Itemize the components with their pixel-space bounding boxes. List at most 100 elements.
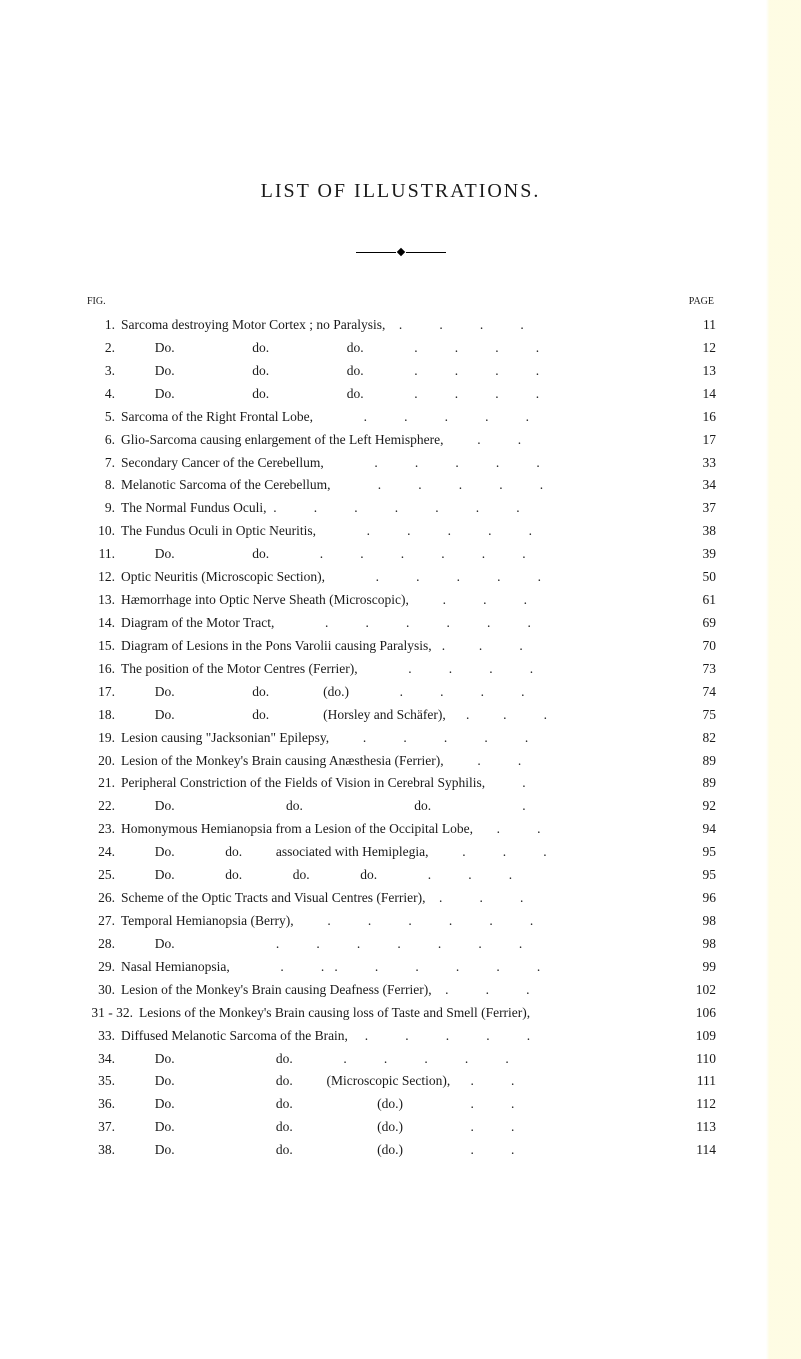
- page-number: 110: [676, 1049, 716, 1070]
- figure-description: Do. do. . . . . .: [115, 1049, 676, 1070]
- figure-number: 7.: [85, 453, 115, 474]
- page-number: 50: [676, 567, 716, 588]
- page-number: 73: [676, 659, 716, 680]
- figure-description: Do. do. do. .: [115, 796, 676, 817]
- list-item: 1.Sarcoma destroying Motor Cortex ; no P…: [85, 315, 716, 336]
- list-item: 14.Diagram of the Motor Tract, . . . . .…: [85, 613, 716, 634]
- figure-number: 22.: [85, 796, 115, 817]
- page-number: 99: [676, 957, 716, 978]
- figure-description: Do. do. do. do. . . .: [115, 865, 676, 886]
- figure-number: 2.: [85, 338, 115, 359]
- list-item: 10.The Fundus Oculi in Optic Neuritis, .…: [85, 521, 716, 542]
- list-item: 18. Do. do. (Horsley and Schäfer), . . .…: [85, 705, 716, 726]
- figure-number: 20.: [85, 751, 115, 772]
- figure-number: 16.: [85, 659, 115, 680]
- page-number: 34: [676, 475, 716, 496]
- figure-description: Do. . . . . . . .: [115, 934, 676, 955]
- figure-description: Scheme of the Optic Tracts and Visual Ce…: [115, 888, 676, 909]
- figure-description: Do. do. . . . . . .: [115, 544, 676, 565]
- figure-number: 21.: [85, 773, 115, 794]
- figure-number: 18.: [85, 705, 115, 726]
- figure-number: 31 - 32.: [85, 1003, 133, 1024]
- figure-description: Do. do. (do.) . .: [115, 1117, 676, 1138]
- title-divider: [85, 243, 716, 261]
- list-item: 13.Hæmorrhage into Optic Nerve Sheath (M…: [85, 590, 716, 611]
- figure-description: Melanotic Sarcoma of the Cerebellum, . .…: [115, 475, 676, 496]
- figure-number: 36.: [85, 1094, 115, 1115]
- figure-description: Nasal Hemianopsia, . . . . . . . .: [115, 957, 676, 978]
- figure-description: Lesion of the Monkey's Brain causing Anæ…: [115, 751, 676, 772]
- list-item: 22. Do. do. do. .92: [85, 796, 716, 817]
- figure-number: 35.: [85, 1071, 115, 1092]
- page-number: 37: [676, 498, 716, 519]
- figure-description: Do. do. (Horsley and Schäfer), . . .: [115, 705, 676, 726]
- figure-description: The position of the Motor Centres (Ferri…: [115, 659, 676, 680]
- list-item: 37. Do. do. (do.) . .113: [85, 1117, 716, 1138]
- figure-number: 34.: [85, 1049, 115, 1070]
- page-number: 106: [676, 1003, 716, 1024]
- list-item: 7.Secondary Cancer of the Cerebellum, . …: [85, 453, 716, 474]
- figure-description: Lesion causing "Jacksonian" Epilepsy, . …: [115, 728, 676, 749]
- figure-number: 29.: [85, 957, 115, 978]
- page-title: LIST OF ILLUSTRATIONS.: [85, 180, 716, 203]
- figure-description: Diagram of Lesions in the Pons Varolii c…: [115, 636, 676, 657]
- list-item: 26.Scheme of the Optic Tracts and Visual…: [85, 888, 716, 909]
- figure-number: 27.: [85, 911, 115, 932]
- figure-description: Do. do. (do.) . . . .: [115, 682, 676, 703]
- page-number: 114: [676, 1140, 716, 1161]
- figure-number: 24.: [85, 842, 115, 863]
- figure-description: Do. do. (do.) . .: [115, 1140, 676, 1161]
- figure-number: 25.: [85, 865, 115, 886]
- list-item: 30.Lesion of the Monkey's Brain causing …: [85, 980, 716, 1001]
- page-number: 61: [676, 590, 716, 611]
- figure-number: 33.: [85, 1026, 115, 1047]
- list-item: 12.Optic Neuritis (Microscopic Section),…: [85, 567, 716, 588]
- list-item: 15.Diagram of Lesions in the Pons Varoli…: [85, 636, 716, 657]
- figure-description: Do. do. do. . . . .: [115, 361, 676, 382]
- list-item: 17. Do. do. (do.) . . . .74: [85, 682, 716, 703]
- header-fig: FIG.: [87, 296, 106, 307]
- figure-number: 38.: [85, 1140, 115, 1161]
- figure-description: Sarcoma of the Right Frontal Lobe, . . .…: [115, 407, 676, 428]
- page-number: 89: [676, 751, 716, 772]
- figure-description: The Fundus Oculi in Optic Neuritis, . . …: [115, 521, 676, 542]
- page-number: 113: [676, 1117, 716, 1138]
- page-number: 12: [676, 338, 716, 359]
- page-number: 70: [676, 636, 716, 657]
- list-item: 5.Sarcoma of the Right Frontal Lobe, . .…: [85, 407, 716, 428]
- figure-number: 30.: [85, 980, 115, 1001]
- figure-description: Homonymous Hemianopsia from a Lesion of …: [115, 819, 676, 840]
- page-number: 74: [676, 682, 716, 703]
- illustrations-list: 1.Sarcoma destroying Motor Cortex ; no P…: [85, 315, 716, 1161]
- list-item: 35. Do. do. (Microscopic Section), . .11…: [85, 1071, 716, 1092]
- figure-description: Glio-Sarcoma causing enlargement of the …: [115, 430, 676, 451]
- list-item: 31 - 32.Lesions of the Monkey's Brain ca…: [85, 1003, 716, 1024]
- page-number: 13: [676, 361, 716, 382]
- list-item: 9.The Normal Fundus Oculi, . . . . . . .…: [85, 498, 716, 519]
- page-number: 95: [676, 865, 716, 886]
- list-item: 38. Do. do. (do.) . .114: [85, 1140, 716, 1161]
- figure-number: 3.: [85, 361, 115, 382]
- figure-number: 26.: [85, 888, 115, 909]
- page-number: 109: [676, 1026, 716, 1047]
- list-item: 2. Do. do. do. . . . .12: [85, 338, 716, 359]
- figure-description: Sarcoma destroying Motor Cortex ; no Par…: [115, 315, 676, 336]
- figure-number: 13.: [85, 590, 115, 611]
- figure-number: 8.: [85, 475, 115, 496]
- figure-number: 17.: [85, 682, 115, 703]
- list-item: 19.Lesion causing "Jacksonian" Epilepsy,…: [85, 728, 716, 749]
- figure-description: Do. do. do. . . . .: [115, 384, 676, 405]
- list-item: 6.Glio-Sarcoma causing enlargement of th…: [85, 430, 716, 451]
- list-item: 33.Diffused Melanotic Sarcoma of the Bra…: [85, 1026, 716, 1047]
- page-number: 98: [676, 934, 716, 955]
- figure-number: 28.: [85, 934, 115, 955]
- list-item: 27.Temporal Hemianopsia (Berry), . . . .…: [85, 911, 716, 932]
- figure-number: 12.: [85, 567, 115, 588]
- page-number: 82: [676, 728, 716, 749]
- page-number: 111: [676, 1071, 716, 1092]
- figure-number: 14.: [85, 613, 115, 634]
- figure-description: The Normal Fundus Oculi, . . . . . . .: [115, 498, 676, 519]
- figure-number: 1.: [85, 315, 115, 336]
- list-item: 21.Peripheral Constriction of the Fields…: [85, 773, 716, 794]
- page-number: 89: [676, 773, 716, 794]
